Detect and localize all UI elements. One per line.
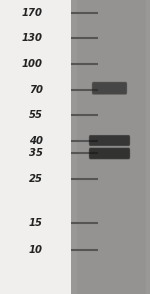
- Bar: [70, 0, 150, 294]
- FancyBboxPatch shape: [93, 83, 126, 94]
- Text: 40: 40: [29, 136, 43, 146]
- FancyBboxPatch shape: [89, 135, 130, 146]
- Bar: [0, 0, 70, 294]
- Text: 10: 10: [29, 245, 43, 255]
- FancyBboxPatch shape: [89, 148, 130, 159]
- FancyBboxPatch shape: [89, 148, 130, 159]
- Text: 100: 100: [22, 59, 43, 69]
- FancyBboxPatch shape: [90, 148, 129, 158]
- Text: 25: 25: [29, 174, 43, 184]
- Text: 70: 70: [29, 85, 43, 95]
- FancyBboxPatch shape: [89, 136, 130, 146]
- Text: 55: 55: [29, 110, 43, 120]
- Text: 35: 35: [29, 148, 43, 158]
- FancyBboxPatch shape: [89, 148, 130, 159]
- Text: 130: 130: [22, 33, 43, 43]
- FancyBboxPatch shape: [92, 82, 127, 95]
- Text: 15: 15: [29, 218, 43, 228]
- Bar: [76, 0, 146, 294]
- FancyBboxPatch shape: [90, 136, 129, 145]
- Text: 170: 170: [22, 8, 43, 18]
- FancyBboxPatch shape: [92, 82, 127, 94]
- FancyBboxPatch shape: [89, 135, 130, 146]
- FancyBboxPatch shape: [92, 82, 127, 94]
